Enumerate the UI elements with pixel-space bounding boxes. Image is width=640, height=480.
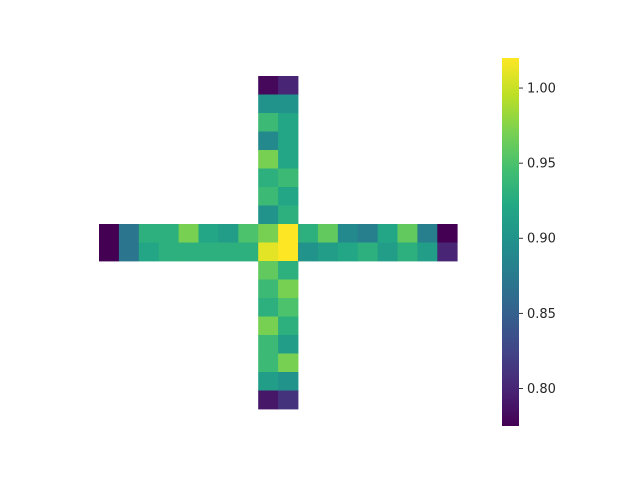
heatmap-cell xyxy=(258,76,279,95)
heatmap-cell xyxy=(258,335,279,354)
heatmap-cell xyxy=(397,224,418,243)
heatmap-cell xyxy=(397,242,418,262)
heatmap-cell xyxy=(218,224,239,243)
heatmap-cell xyxy=(437,242,458,262)
heatmap-cell xyxy=(258,242,279,262)
heatmap-cell xyxy=(278,279,299,299)
heatmap-cell xyxy=(258,261,279,280)
colorbar-tick-label: 0.95 xyxy=(527,157,556,172)
heatmap-cell xyxy=(158,242,179,262)
heatmap-cell xyxy=(138,224,160,243)
heatmap-cell xyxy=(278,335,299,354)
heatmap-cell xyxy=(258,353,279,373)
heatmap-cell xyxy=(258,205,279,225)
heatmap-cell xyxy=(258,390,279,410)
heatmap-cell xyxy=(278,372,299,391)
heatmap-cell xyxy=(118,242,140,262)
colorbar-tick-label: 0.85 xyxy=(527,307,556,322)
heatmap-cell xyxy=(377,242,398,262)
heatmap-cell xyxy=(198,242,219,262)
heatmap-cell xyxy=(258,224,279,243)
heatmap-cell xyxy=(278,242,299,262)
colorbar-ticks: 0.80 0.85 0.90 0.95 1.00 xyxy=(519,82,556,397)
heatmap-cell xyxy=(298,224,319,243)
heatmap-cell xyxy=(278,298,299,317)
heatmap-cell xyxy=(138,242,160,262)
colorbar-gradient xyxy=(502,58,519,426)
heatmap-cell xyxy=(278,94,299,114)
heatmap-cell xyxy=(278,150,299,169)
heatmap-cell xyxy=(258,298,279,317)
heatmap-cell xyxy=(258,187,279,206)
heatmap-cell xyxy=(357,224,378,243)
heatmap-cell xyxy=(258,279,279,299)
heatmap-cell xyxy=(198,224,219,243)
heatmap-cells xyxy=(99,76,458,410)
heatmap-cell xyxy=(298,242,319,262)
heatmap-cell xyxy=(417,224,438,243)
heatmap-cell xyxy=(377,224,398,243)
heatmap-cell xyxy=(99,242,120,262)
heatmap-cell xyxy=(278,316,299,336)
heatmap-cell xyxy=(357,242,378,262)
heatmap-cell xyxy=(218,242,239,262)
heatmap-cell xyxy=(238,224,259,243)
heatmap-cell xyxy=(337,224,359,243)
heatmap-cell xyxy=(417,242,438,262)
heatmap-cell xyxy=(317,242,339,262)
heatmap-cell xyxy=(337,242,359,262)
heatmap-cell xyxy=(258,168,279,188)
colorbar-tick-label: 1.00 xyxy=(527,82,556,97)
heatmap-cell xyxy=(278,187,299,206)
colorbar-tick-label: 0.80 xyxy=(527,382,556,397)
heatmap-cell xyxy=(99,224,120,243)
heatmap-cell xyxy=(437,224,458,243)
colorbar: 0.80 0.85 0.90 0.95 1.00 xyxy=(502,58,556,426)
heatmap-cell xyxy=(258,113,279,132)
heatmap-cell xyxy=(258,316,279,336)
colorbar-tick-label: 0.90 xyxy=(527,232,556,247)
heatmap-cell xyxy=(258,131,279,151)
heatmap-cell xyxy=(258,372,279,391)
heatmap-cell xyxy=(317,224,339,243)
heatmap-cell xyxy=(158,224,179,243)
heatmap-cell xyxy=(238,242,259,262)
heatmap-cell xyxy=(278,353,299,373)
heatmap-cell xyxy=(178,242,199,262)
heatmap-cell xyxy=(118,224,140,243)
heatmap-cell xyxy=(278,224,299,243)
heatmap-cell xyxy=(278,261,299,280)
heatmap-cell xyxy=(278,76,299,95)
heatmap-cell xyxy=(258,150,279,169)
heatmap-cell xyxy=(178,224,199,243)
heatmap-cell xyxy=(278,168,299,188)
heatmap-cell xyxy=(278,390,299,410)
heatmap-cell xyxy=(278,113,299,132)
heatmap-cell xyxy=(278,131,299,151)
heatmap-cell xyxy=(278,205,299,225)
heatmap-cell xyxy=(258,94,279,114)
